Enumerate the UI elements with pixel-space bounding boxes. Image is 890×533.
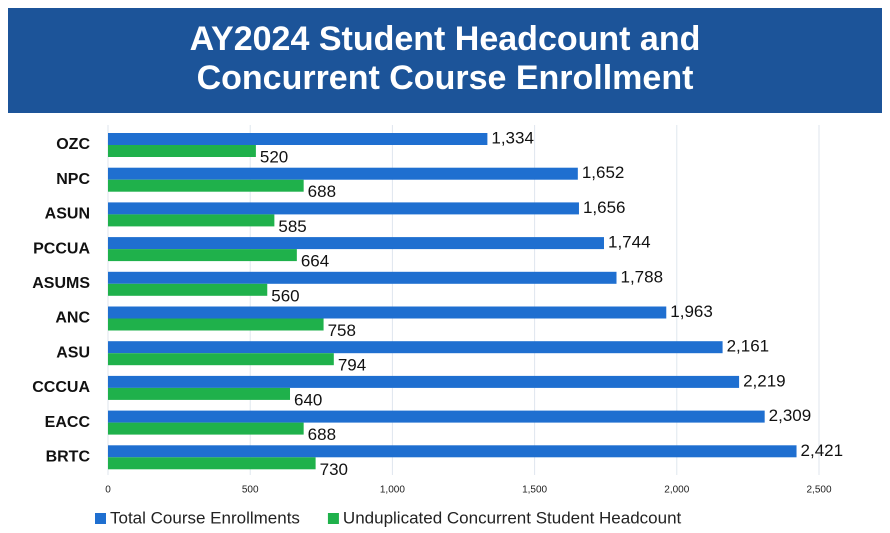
bar (108, 271, 617, 284)
title-banner (8, 8, 882, 113)
data-label: 520 (260, 147, 288, 166)
chart-title: AY2024 Student Headcount and (190, 20, 701, 58)
bar (108, 457, 316, 470)
y-tick-label: EACC (45, 414, 91, 431)
data-label: 1,334 (491, 128, 534, 147)
x-tick-label: 2,000 (664, 485, 689, 496)
data-label: 688 (308, 182, 336, 201)
bar (108, 422, 304, 435)
y-tick-label: CCCUA (32, 379, 90, 396)
x-tick-label: 1,500 (522, 485, 547, 496)
bar (108, 145, 256, 157)
bar (108, 375, 740, 388)
x-tick-label: 1,000 (380, 485, 405, 496)
data-label: 585 (278, 217, 306, 236)
data-label: 794 (338, 356, 366, 375)
data-label: 1,963 (670, 302, 713, 321)
bar (108, 237, 604, 250)
legend-label: Unduplicated Concurrent Student Headcoun… (343, 508, 682, 527)
data-label: 688 (308, 425, 336, 444)
y-tick-label: BRTC (46, 449, 91, 466)
y-tick-label: PCCUA (33, 240, 90, 257)
bar (108, 318, 324, 331)
bar (108, 353, 334, 366)
bar (108, 214, 275, 227)
bar (108, 179, 304, 192)
y-tick-label: ASUN (45, 206, 90, 223)
data-label: 2,309 (769, 406, 812, 425)
bar (108, 306, 667, 319)
data-label: 2,219 (743, 371, 786, 390)
data-label: 1,656 (583, 198, 626, 217)
bar (108, 202, 579, 215)
y-tick-label: ANC (55, 310, 90, 327)
data-label: 730 (320, 460, 348, 479)
data-label: 2,161 (727, 337, 770, 356)
legend-swatch (327, 513, 339, 524)
bar (108, 387, 291, 400)
data-label: 560 (271, 286, 299, 305)
y-tick-label: ASUMS (32, 275, 90, 292)
y-tick-label: ASU (56, 344, 90, 361)
bar (108, 341, 723, 354)
data-label: 758 (328, 321, 356, 340)
bar (108, 283, 268, 296)
data-label: 2,421 (801, 441, 844, 460)
x-tick-label: 2,500 (806, 485, 831, 496)
data-label: 1,788 (621, 267, 664, 286)
legend-swatch (95, 513, 106, 524)
data-label: 1,744 (608, 233, 651, 252)
y-tick-label: NPC (56, 171, 90, 188)
bar (108, 133, 488, 145)
x-tick-label: 500 (242, 485, 259, 496)
data-label: 640 (294, 390, 322, 409)
chart-title: Concurrent Course Enrollment (197, 59, 694, 97)
bar (108, 167, 578, 180)
x-tick-label: 0 (105, 485, 111, 496)
bar (108, 410, 765, 423)
bar (108, 445, 797, 458)
data-label: 664 (301, 252, 329, 271)
legend-label: Total Course Enrollments (110, 508, 300, 527)
data-label: 1,652 (582, 163, 625, 182)
bar (108, 249, 297, 262)
y-tick-label: OZC (56, 136, 90, 153)
